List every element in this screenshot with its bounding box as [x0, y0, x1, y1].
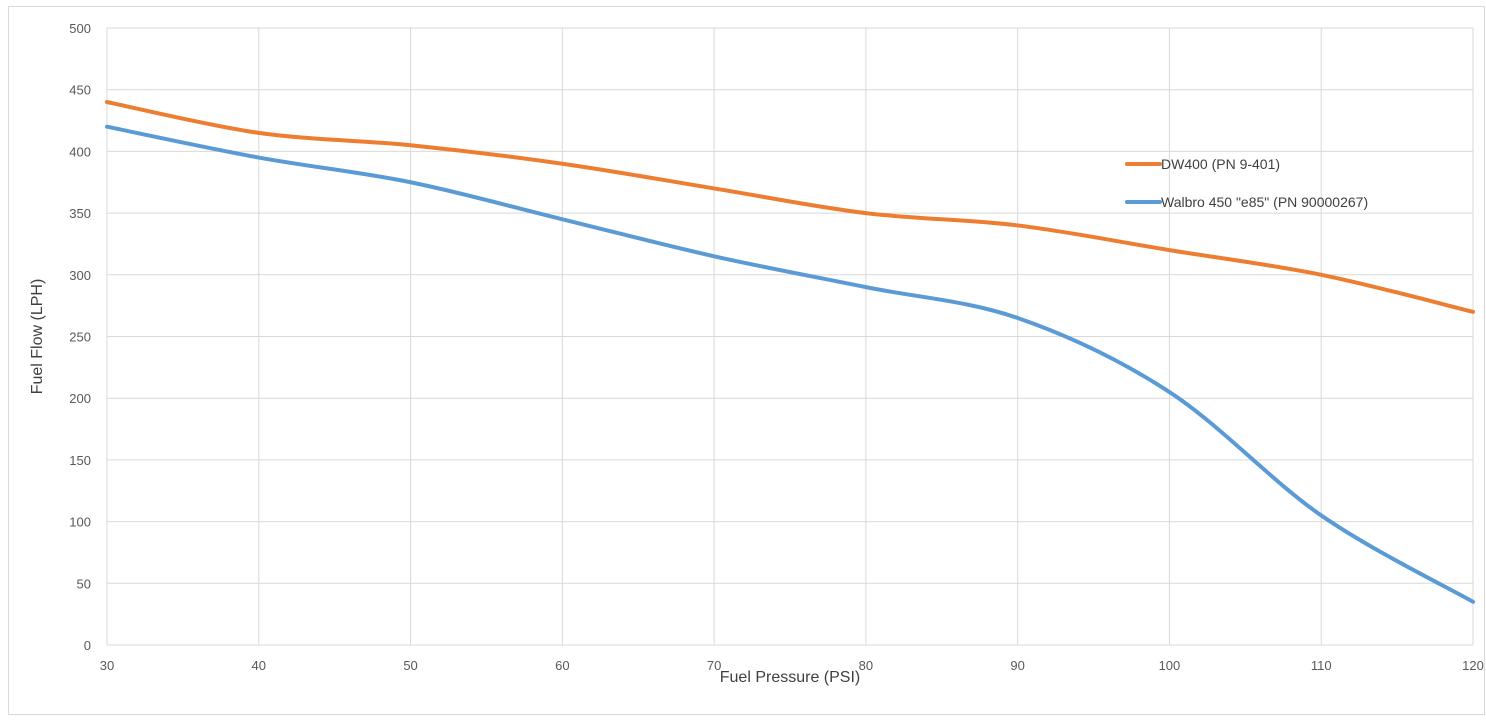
- series-line-2: [105, 124, 1475, 604]
- y-tick-label: 100: [69, 515, 91, 530]
- legend-label-2: Walbro 450 "e85" (PN 90000267): [1161, 194, 1368, 210]
- x-tick-label: 100: [1159, 658, 1181, 673]
- x-tick-label: 90: [1010, 658, 1024, 673]
- y-tick-label: 500: [69, 21, 91, 36]
- y-tick-label: 0: [84, 638, 91, 653]
- x-tick-label: 120: [1462, 658, 1484, 673]
- y-tick-label: 400: [69, 144, 91, 159]
- gridlines: [106, 27, 1474, 646]
- x-tick-label: 40: [252, 658, 266, 673]
- x-axis-ticks: 30 40 50 60 70 80 90 100 110 120: [100, 658, 1484, 673]
- series-lines: [105, 100, 1475, 604]
- y-axis-ticks: 0 50 100 150 200 250 300 350 400 450 500: [69, 21, 91, 653]
- series-line-1: [105, 100, 1475, 314]
- y-axis-title: Fuel Flow (LPH): [29, 279, 46, 395]
- y-tick-label: 350: [69, 206, 91, 221]
- y-tick-label: 200: [69, 391, 91, 406]
- x-axis-title: Fuel Pressure (PSI): [720, 669, 860, 686]
- x-tick-label: 30: [100, 658, 114, 673]
- x-tick-label: 80: [859, 658, 873, 673]
- x-tick-label: 70: [707, 658, 721, 673]
- chart-border: [8, 6, 1485, 715]
- legend: DW400 (PN 9-401) Walbro 450 "e85" (PN 900…: [1125, 156, 1368, 210]
- x-tick-label: 110: [1311, 658, 1332, 673]
- y-tick-label: 450: [69, 83, 91, 98]
- y-tick-label: 300: [69, 268, 91, 283]
- legend-label-1: DW400 (PN 9-401): [1161, 156, 1280, 172]
- y-tick-label: 250: [69, 330, 91, 345]
- x-tick-label: 50: [403, 658, 417, 673]
- x-tick-label: 60: [555, 658, 569, 673]
- y-tick-label: 150: [69, 453, 91, 468]
- y-tick-label: 50: [77, 576, 91, 591]
